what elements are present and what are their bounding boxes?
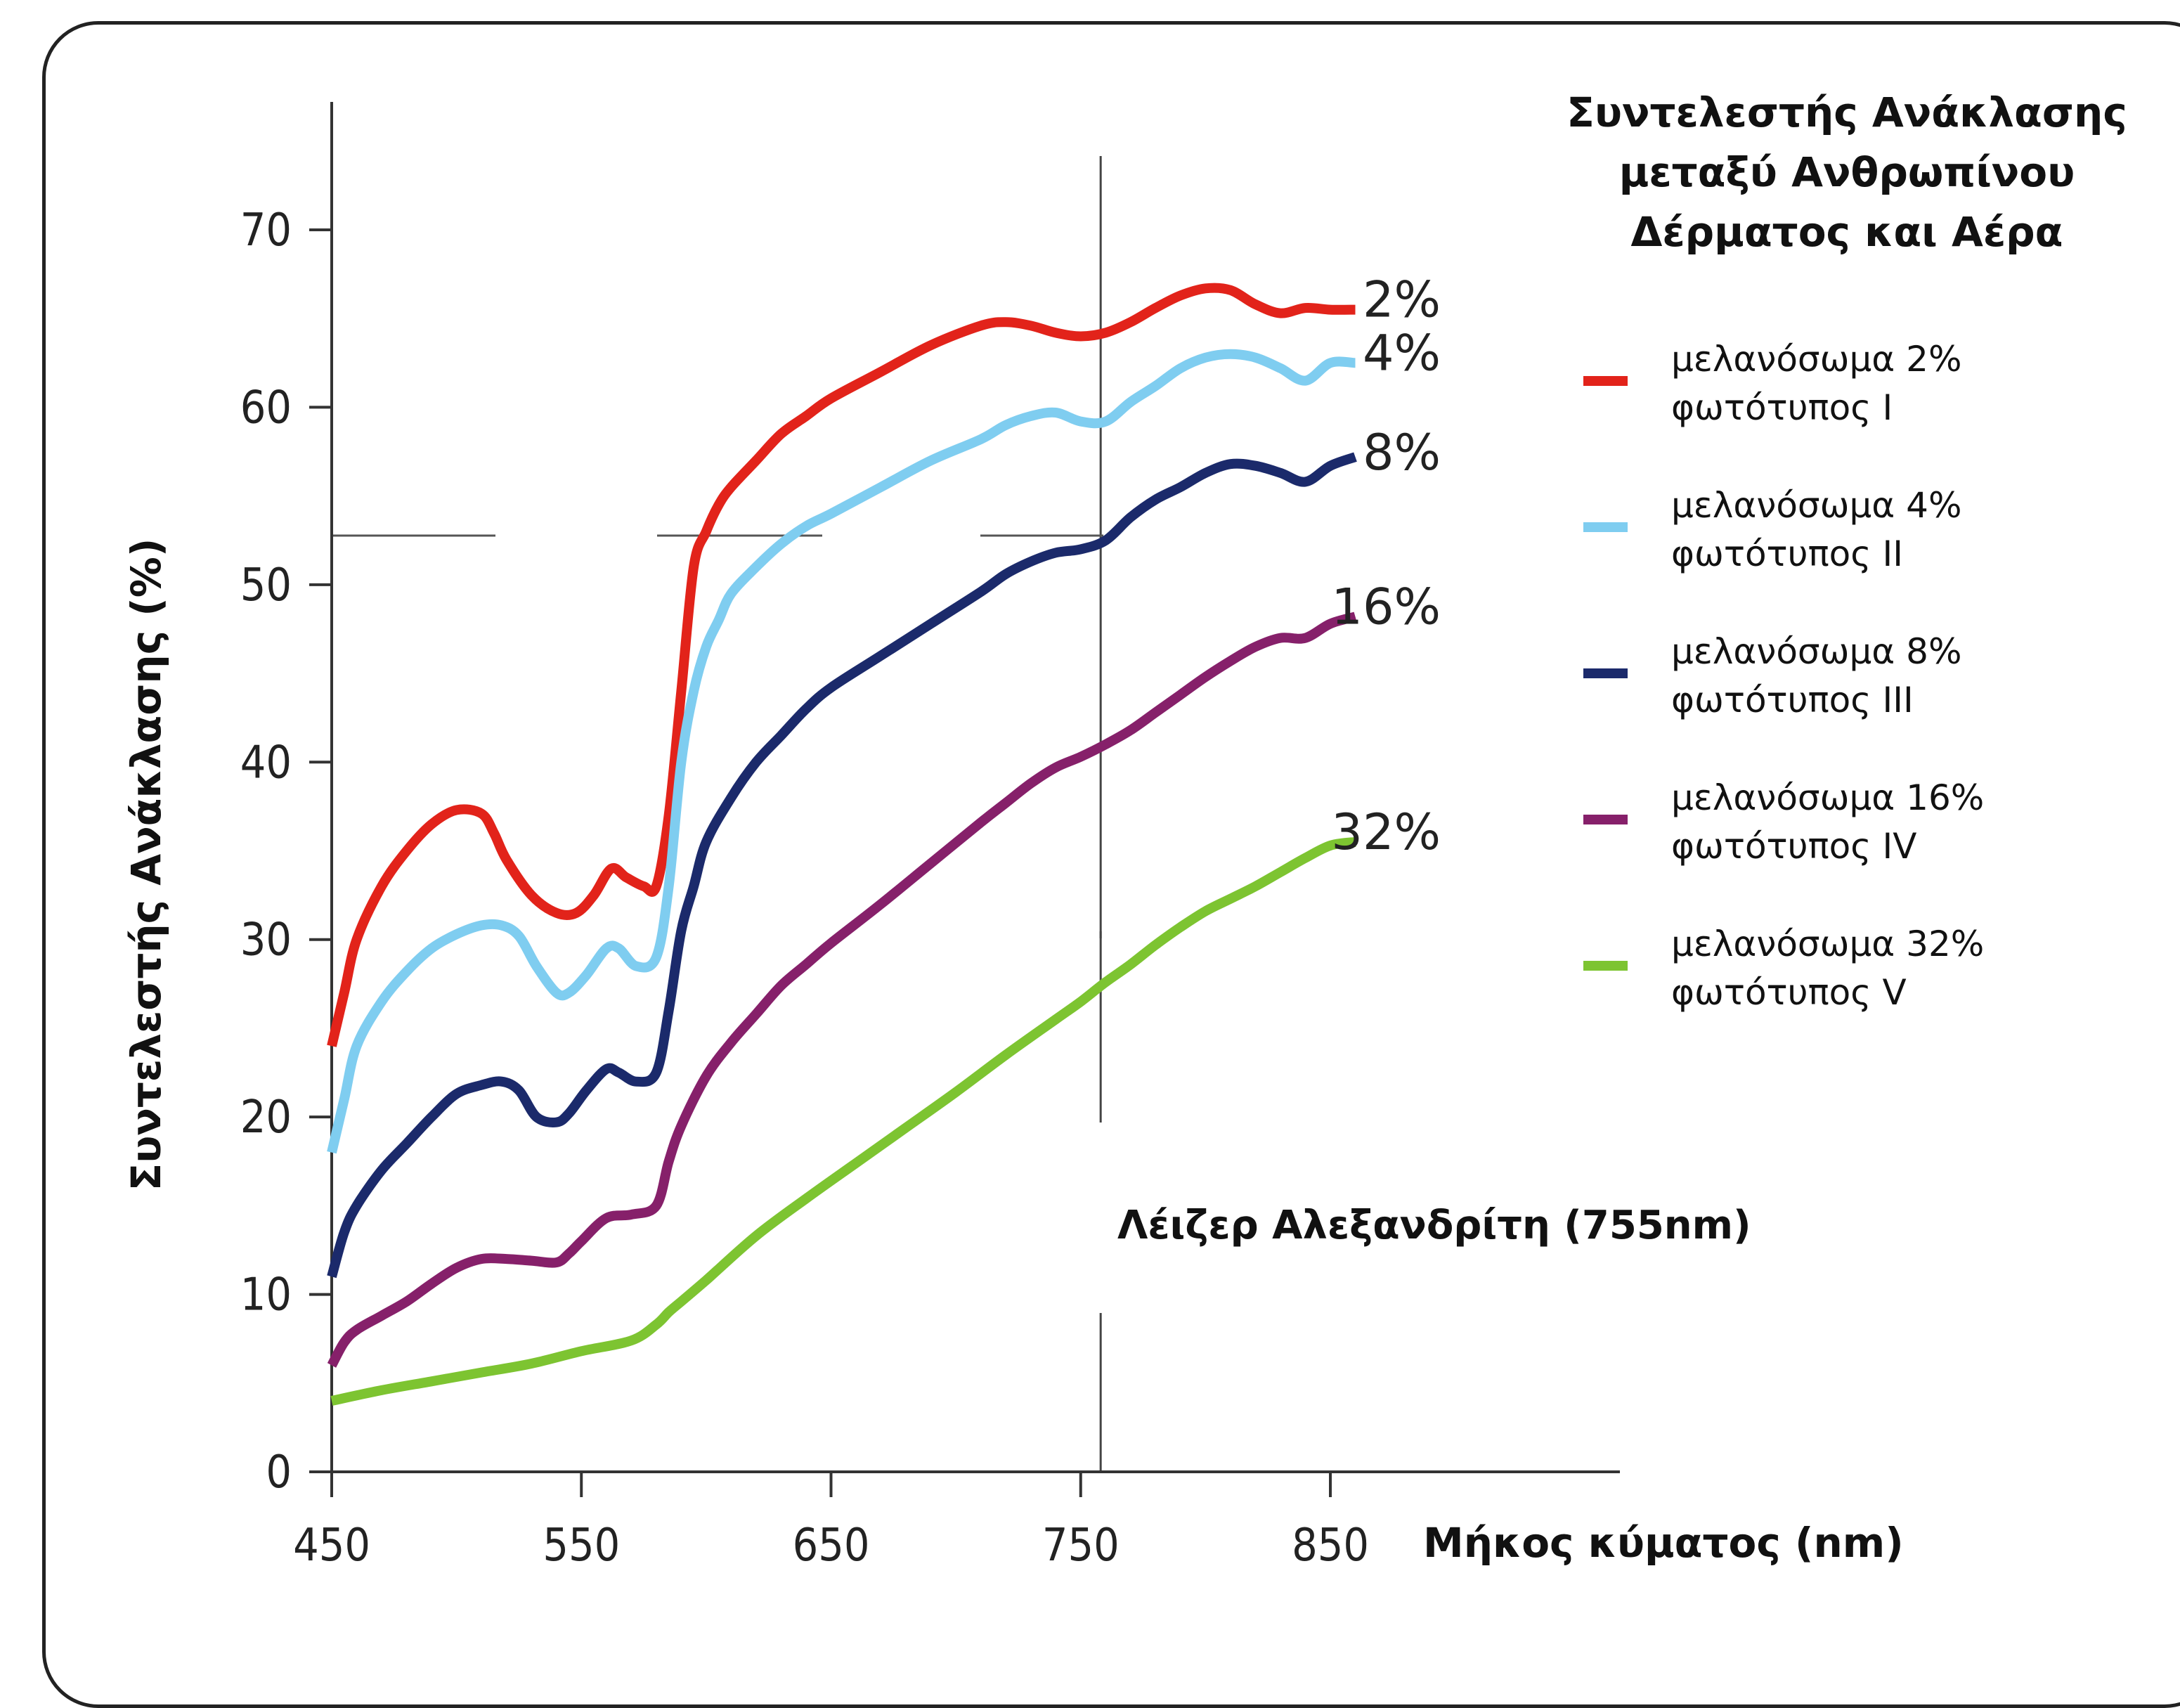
y-tick-label: 30	[240, 914, 292, 966]
legend-sublabel: φωτότυπος III	[1671, 680, 1914, 720]
legend-sublabel: φωτότυπος IV	[1671, 826, 1916, 867]
y-tick-label: 10	[240, 1269, 292, 1321]
legend-label: μελανόσωμα 2%	[1671, 339, 1961, 380]
legend-item-5: μελανόσωμα 32% φωτότυπος V	[1583, 924, 1984, 1013]
legend-label: μελανόσωμα 32%	[1671, 924, 1984, 964]
series-end-label-5: 32%	[1331, 803, 1441, 861]
laser-annotation: Λέιζερ Αλεξανδρίτη (755nm)	[1117, 1203, 1751, 1248]
y-tick-label: 20	[240, 1092, 292, 1144]
legend-swatch	[1583, 668, 1628, 678]
legend-swatch	[1583, 376, 1628, 386]
series-end-label-3: 8%	[1363, 424, 1441, 481]
y-tick-label: 60	[240, 382, 292, 434]
x-axis-title: Μήκος κύματος (nm)	[1423, 1519, 1904, 1567]
legend-title-line-2: μεταξύ Ανθρωπίνου	[1619, 148, 2075, 196]
series-end-label-2: 4%	[1363, 324, 1441, 382]
y-tick-label: 40	[240, 737, 292, 789]
legend-item-2: μελανόσωμα 4% φωτότυπος II	[1583, 485, 1961, 574]
chart-svg: 0 10 20 30 40 50 60 70 450 550 650 750 850 2%4% 8% 16…	[122, 89, 2127, 1572]
legend-item-4: μελανόσωμα 16% φωτότυπος IV	[1583, 777, 1984, 867]
legend-sublabel: φωτότυπος V	[1671, 972, 1907, 1013]
legend-items: μελανόσωμα 2% φωτότυπος I μελανόσωμα 4% φωτ…	[1583, 339, 1984, 1013]
y-tick-label: 70	[240, 205, 292, 257]
y-tick-label: 50	[240, 559, 292, 612]
y-tick-label: 0	[266, 1447, 292, 1499]
x-ticks: 450 550 650 750 850	[293, 1472, 1369, 1572]
series-line-2	[327, 349, 1356, 1154]
legend-sublabel: φωτότυπος II	[1671, 533, 1903, 574]
legend-item-1: μελανόσωμα 2% φωτότυπος I	[1583, 339, 1961, 428]
legend-swatch	[1583, 815, 1628, 824]
series-lines	[327, 283, 1357, 1406]
series-line-1	[327, 283, 1356, 1047]
legend-title-line-1: Συντελεστής Ανάκλασης	[1566, 89, 2127, 136]
x-tick-label: 550	[543, 1520, 620, 1572]
x-tick-label: 450	[293, 1520, 370, 1572]
x-tick-label: 650	[793, 1520, 870, 1572]
y-ticks: 0 10 20 30 40 50 60 70	[240, 205, 332, 1499]
x-tick-label: 850	[1292, 1520, 1369, 1572]
series-end-label-4: 16%	[1331, 578, 1441, 635]
legend-label: μελανόσωμα 4%	[1671, 485, 1961, 526]
legend-title-line-3: Δέρματος και Αέρα	[1630, 208, 2063, 256]
series-line-3	[327, 452, 1357, 1279]
x-tick-label: 750	[1042, 1520, 1120, 1572]
legend-sublabel: φωτότυπος I	[1671, 387, 1893, 428]
legend-label: μελανόσωμα 16%	[1671, 777, 1984, 818]
legend-swatch	[1583, 522, 1628, 532]
legend: Συντελεστής Ανάκλασης μεταξύ Ανθρωπίνου …	[1566, 89, 2127, 1013]
series-end-label-1: 2%	[1363, 271, 1441, 329]
legend-swatch	[1583, 961, 1628, 971]
series-line-4	[327, 612, 1357, 1368]
series-end-labels: 2%4% 8% 16% 32%	[1331, 271, 1441, 861]
legend-item-3: μελανόσωμα 8% φωτότυπος III	[1583, 631, 1961, 720]
series-line-5	[330, 836, 1356, 1406]
legend-label: μελανόσωμα 8%	[1671, 631, 1961, 672]
y-axis-title: Συντελεστής Ανάκλασης (%)	[122, 538, 170, 1191]
